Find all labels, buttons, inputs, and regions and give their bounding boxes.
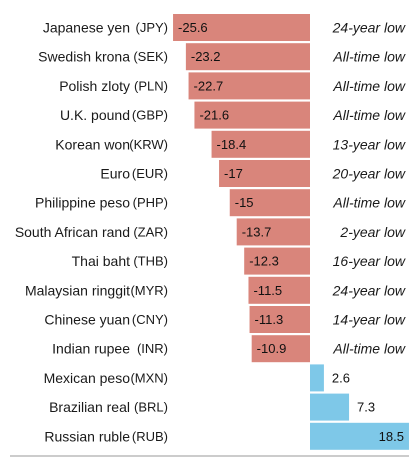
record-low-note: All-time low (332, 78, 405, 94)
value-label: -21.6 (199, 108, 229, 123)
currency-name-label: Brazilian real (49, 399, 130, 415)
record-low-note: All-time low (332, 107, 405, 123)
bar (219, 160, 310, 187)
bar (185, 43, 310, 71)
bar (236, 218, 310, 246)
currency-name-label: Swedish krona (38, 49, 130, 65)
value-label: -11.3 (255, 312, 284, 327)
bar (251, 335, 310, 363)
currency-code-label: (ZAR) (133, 224, 168, 239)
currency-code-label: (KRW) (129, 137, 168, 152)
currency-code-label: (BRL) (134, 400, 168, 415)
currency-code-label: (INR) (137, 341, 168, 356)
chart-rows: Japanese yen (JPY) -25.6 24-year low Swedish… (15, 14, 409, 450)
bar (249, 306, 310, 333)
record-low-note: 2-year low (339, 224, 405, 240)
currency-name-label: Thai baht (72, 253, 130, 269)
currency-name-label: Russian ruble (44, 428, 130, 444)
currency-name-label: U.K. pound (60, 107, 130, 123)
currency-name-label: Japanese yen (43, 20, 130, 36)
currency-name-label: Korean won (55, 136, 130, 152)
value-label: -18.4 (217, 137, 247, 152)
currency-code-label: (MYR) (130, 283, 168, 298)
bar (173, 14, 310, 41)
record-low-note: All-time low (332, 341, 405, 357)
currency-code-label: (THB) (133, 254, 168, 269)
currency-name-label: Malaysian ringgit (25, 282, 130, 298)
currency-code-label: (RUB) (132, 429, 168, 444)
currency-name-label: Chinese yuan (44, 312, 130, 328)
bar (229, 189, 310, 217)
bar (194, 101, 310, 129)
currency-code-label: (EUR) (132, 166, 168, 181)
currency-name-label: Mexican peso (44, 370, 131, 386)
currency-name-label: Euro (100, 166, 130, 182)
bar (211, 130, 310, 158)
value-label: -25.6 (178, 20, 208, 35)
bar (248, 276, 310, 304)
value-label: -23.2 (191, 49, 221, 64)
bar (310, 364, 324, 392)
currency-code-label: (SEK) (133, 49, 168, 64)
currency-name-label: Indian rupee (52, 341, 130, 357)
record-low-note: 24-year low (332, 282, 406, 298)
value-label: -11.5 (253, 283, 282, 298)
currency-name-label: South African rand (15, 224, 130, 240)
value-label: -22.7 (194, 78, 224, 93)
currency-code-label: (MXN) (130, 370, 168, 385)
value-label: -13.7 (242, 224, 272, 239)
currency-name-label: Philippine peso (35, 195, 130, 211)
currency-code-label: (PLN) (134, 78, 168, 93)
record-low-note: 24-year low (332, 20, 406, 36)
currency-name-label: Polish zloty (59, 78, 130, 94)
value-label: 2.6 (332, 370, 350, 385)
bar (244, 247, 310, 275)
value-label: -15 (235, 195, 254, 210)
currency-code-label: (CNY) (132, 312, 168, 327)
value-label: 18.5 (379, 429, 404, 444)
bar (310, 422, 409, 450)
value-label: -12.3 (249, 254, 279, 269)
record-low-note: 20-year low (332, 166, 406, 182)
record-low-note: All-time low (332, 49, 405, 65)
record-low-note: 13-year low (333, 136, 406, 152)
currency-code-label: (PHP) (133, 195, 168, 210)
record-low-note: 14-year low (333, 312, 406, 328)
value-label: -10.9 (257, 341, 287, 356)
record-low-note: 16-year low (333, 253, 406, 269)
value-label: 7.3 (357, 400, 375, 415)
currency-code-label: (GBP) (132, 108, 168, 123)
currency-code-label: (JPY) (136, 20, 169, 35)
record-low-note: All-time low (332, 195, 405, 211)
value-label: -17 (224, 166, 243, 181)
bar (310, 393, 350, 421)
bar (188, 72, 310, 100)
